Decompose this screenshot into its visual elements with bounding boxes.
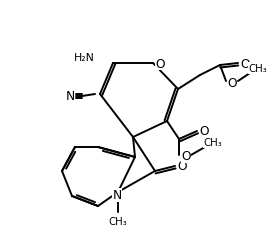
Text: N: N xyxy=(65,90,75,103)
Text: O: O xyxy=(199,125,209,138)
Text: CH₃: CH₃ xyxy=(204,138,222,147)
Text: CH₃: CH₃ xyxy=(109,216,127,226)
Text: O: O xyxy=(240,57,250,70)
Text: CH₃: CH₃ xyxy=(249,64,267,74)
Text: O: O xyxy=(227,77,237,90)
Text: H₂N: H₂N xyxy=(74,53,95,63)
Text: N: N xyxy=(112,189,122,202)
Text: O: O xyxy=(177,160,187,173)
Text: O: O xyxy=(155,57,165,70)
Text: O: O xyxy=(181,150,191,163)
